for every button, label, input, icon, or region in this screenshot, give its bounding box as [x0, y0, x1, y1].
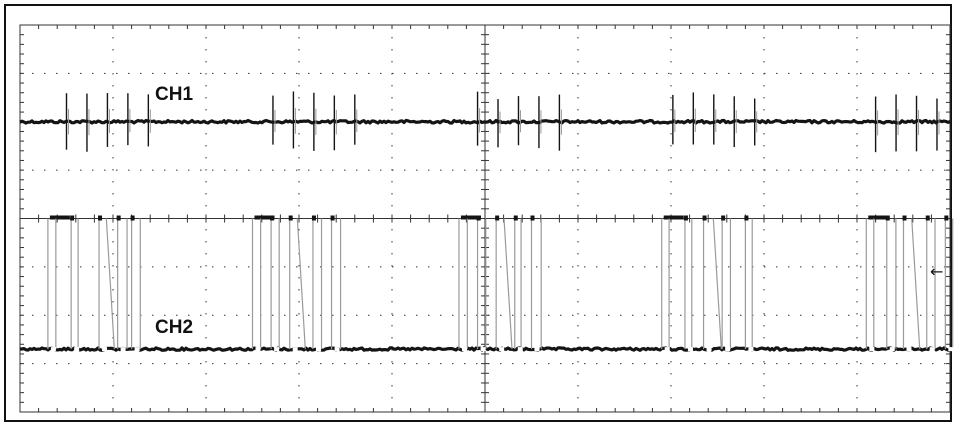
ch2-pulse-top [70, 215, 75, 221]
ch2-pulse-top [288, 215, 293, 221]
ch2-pulse-gap [102, 347, 108, 352]
ch2-pulse-top [944, 215, 949, 221]
ch2-pulse-top [513, 215, 518, 221]
ch2-pulse-top [885, 215, 890, 221]
ch2-pulse-gap [120, 347, 126, 352]
ch2-pulse-fall [296, 218, 306, 350]
ch2-pulse-top [130, 215, 135, 221]
ch2-pulse-gap [869, 347, 875, 352]
ch2-pulse-gap [480, 347, 486, 352]
ch2-pulse-top [116, 215, 121, 221]
ch2-pulse-top [311, 215, 316, 221]
ch2-pulse-gap [664, 347, 670, 352]
ch2-pulse-gap [906, 347, 912, 352]
ch2-pulse-top [98, 215, 103, 221]
ch2-pulse-top [721, 215, 726, 221]
ch2-pulse-gap [499, 347, 505, 352]
ch2-pulse-top [744, 215, 749, 221]
ch2-pulse-top [683, 215, 688, 221]
ch2-pulse-gap [334, 347, 340, 352]
ch2-pulse-gap [748, 347, 754, 352]
ch2-trace [20, 215, 954, 352]
ch2-pulse-gap [461, 347, 467, 352]
ch2-pulse-gap [948, 347, 954, 352]
ch2-ground-marker-arrow-icon: ← [930, 262, 943, 281]
ch2-pulse-gap [74, 347, 80, 352]
ch2-label: CH2 [155, 317, 193, 338]
ch2-pulse-gap [725, 347, 731, 352]
ch1-baseline [19, 118, 951, 125]
ch2-pulse-top [925, 215, 930, 221]
ch2-pulse-fall [911, 218, 921, 350]
ch2-pulse-top [330, 215, 335, 221]
ch2-pulse-fall [105, 218, 115, 350]
ch2-pulse-gap [255, 347, 261, 352]
ch2-pulse-gap [517, 347, 523, 352]
ch2-pulse-top [270, 215, 275, 221]
ch2-pulse-gap [889, 347, 895, 352]
ch2-pulse-top [530, 215, 535, 221]
ch2-pulse-gap [534, 347, 540, 352]
ch1-label: CH1 [155, 84, 193, 105]
ch2-pulse-fall [712, 218, 722, 350]
ch2-pulse-gap [687, 347, 693, 352]
ch2-pulse-gap [134, 347, 140, 352]
ch2-pulse-gap [706, 347, 712, 352]
ch2-pulse-gap [292, 347, 298, 352]
screen-border [4, 4, 952, 422]
ch2-pulse-fall [503, 218, 513, 350]
ch2-pulse-gap [50, 347, 56, 352]
ch2-pulse-gap [929, 347, 935, 352]
ch2-pulse-top [476, 215, 481, 221]
ch2-pulse-top [495, 215, 500, 221]
ch2-pulse-top [902, 215, 907, 221]
ch2-pulse-gap [315, 347, 321, 352]
ch2-pulse-top [702, 215, 707, 221]
ch1-trace [19, 91, 951, 153]
ch2-pulse-gap [274, 347, 280, 352]
